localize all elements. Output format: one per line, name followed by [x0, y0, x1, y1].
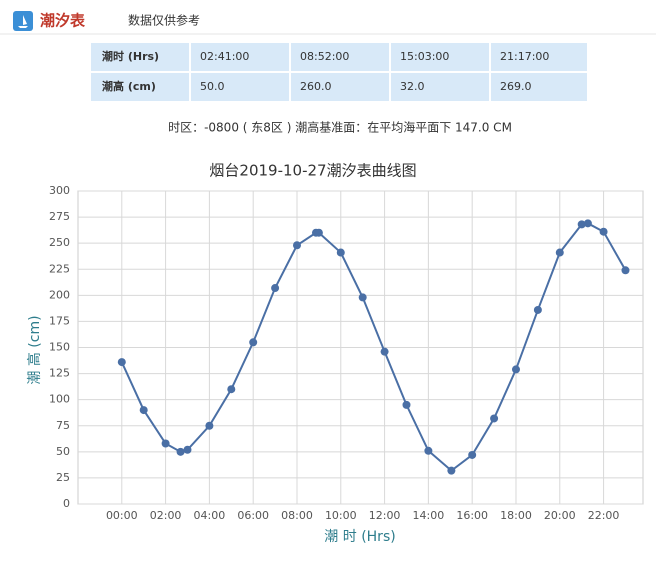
- plot: 0 25 50 75 100 125 150 175 200 225 250 275 300 00:00 0…: [49, 184, 644, 522]
- data-point: [533, 305, 542, 314]
- x-tick-label: 18:00: [500, 509, 532, 522]
- data-point: [577, 220, 586, 229]
- table-cell: [489, 71, 589, 103]
- logo-boat: [18, 15, 28, 28]
- data-point: [358, 293, 367, 302]
- table-cell-text: 潮时 (Hrs): [102, 49, 159, 63]
- table-cell: [289, 71, 391, 103]
- data-point: [336, 248, 345, 257]
- data-point: [117, 358, 126, 367]
- data-point: [227, 385, 236, 394]
- y-tick-label: 175: [49, 314, 70, 327]
- line: [120, 222, 627, 472]
- data-point: [599, 227, 608, 236]
- y-tick-label: 300: [49, 184, 70, 197]
- data-point: [468, 450, 477, 459]
- x-tick-label: 20:00: [544, 509, 576, 522]
- y-tick-label: 0: [63, 497, 70, 510]
- table-cell: [89, 41, 191, 73]
- y-tick-label: 275: [49, 210, 70, 223]
- x-tick-label: 06:00: [237, 509, 269, 522]
- tide-table: 潮时 (Hrs) 02:41:00 08:52:00 15:03:00 21:17:00…: [89, 41, 589, 103]
- x-tick-label: 02:00: [150, 509, 182, 522]
- data-point: [205, 421, 214, 430]
- data-point: [555, 248, 564, 257]
- table-cell: [289, 41, 391, 73]
- data-point: [621, 266, 630, 275]
- data-point: [380, 347, 389, 356]
- data-point: [249, 338, 258, 347]
- header-title: 潮汐表: [40, 12, 86, 30]
- y-axis-title: 潮 高 (cm): [26, 315, 43, 384]
- table-cell-text: 269.0: [500, 80, 532, 93]
- y-tick-label: 25: [56, 471, 70, 484]
- data-point: [139, 406, 148, 415]
- data-point: [511, 365, 520, 374]
- y-tick-label: 100: [49, 393, 70, 406]
- table-cell-text: 50.0: [200, 80, 225, 93]
- data-point: [292, 241, 301, 250]
- info-text: 时区：-0800 ( 东8区 ) 潮高基准面：在平均海平面下 147.0 CM: [168, 120, 512, 135]
- table-cell-text: 21:17:00: [500, 50, 549, 63]
- y-tick-label: 125: [49, 367, 70, 380]
- x-tick-label: 04:00: [194, 509, 226, 522]
- table-cell-text: 02:41:00: [200, 50, 249, 63]
- data-point: [176, 447, 185, 456]
- y-tick-label: 75: [56, 419, 70, 432]
- table-cell-text: 15:03:00: [400, 50, 449, 63]
- x-tick-label: 22:00: [588, 509, 620, 522]
- y-tick-label: 225: [49, 262, 70, 275]
- x-tick-label: 12:00: [369, 509, 401, 522]
- data-point: [583, 219, 592, 228]
- header-note: 数据仅供参考: [128, 13, 200, 28]
- table-cell: [189, 41, 291, 73]
- x-tick-label: 00:00: [106, 509, 138, 522]
- table-cell: [89, 71, 191, 103]
- x-tick-label: 16:00: [456, 509, 488, 522]
- y-tick-label: 250: [49, 236, 70, 249]
- table-cell-text: 08:52:00: [300, 50, 349, 63]
- data-point: [183, 445, 192, 454]
- table-cell-text: 32.0: [400, 80, 425, 93]
- x-axis-title: 潮 时 (Hrs): [324, 529, 395, 545]
- y-tick-label: 50: [56, 445, 70, 458]
- x-tick-label: 08:00: [281, 509, 313, 522]
- table-cell-text: 260.0: [300, 80, 332, 93]
- data-point: [490, 414, 499, 423]
- data-point: [271, 284, 280, 293]
- data-point: [424, 446, 433, 455]
- chart-title: 烟台2019-10-27潮汐表曲线图: [209, 162, 416, 180]
- data-point: [314, 228, 323, 237]
- x-tick-label: 10:00: [325, 509, 357, 522]
- x-tick-label: 14:00: [413, 509, 445, 522]
- data-point: [402, 400, 411, 409]
- data-point: [447, 466, 456, 475]
- y-tick-label: 200: [49, 288, 70, 301]
- data-point: [161, 439, 170, 448]
- y-tick-label: 150: [49, 341, 70, 354]
- table-cell-text: 潮高 (cm): [102, 79, 156, 93]
